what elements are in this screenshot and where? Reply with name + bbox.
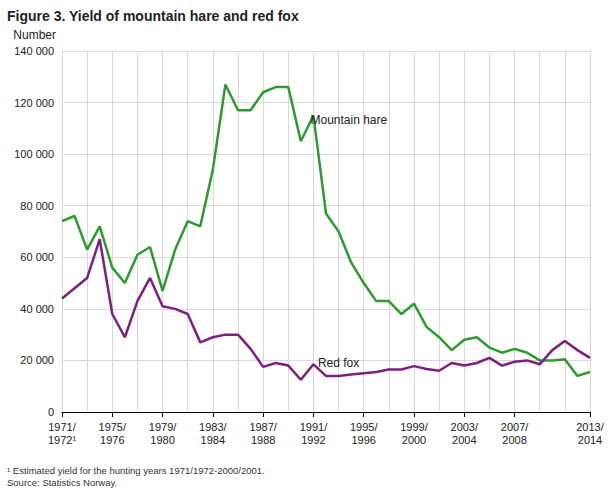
svg-text:1983/: 1983/ bbox=[199, 421, 227, 433]
svg-text:1988: 1988 bbox=[251, 434, 275, 446]
svg-text:1980: 1980 bbox=[150, 434, 174, 446]
svg-text:2014: 2014 bbox=[578, 434, 602, 446]
svg-text:1976: 1976 bbox=[100, 434, 124, 446]
svg-text:80 000: 80 000 bbox=[20, 200, 54, 212]
svg-text:2013/: 2013/ bbox=[576, 421, 604, 433]
svg-text:0: 0 bbox=[48, 406, 54, 418]
svg-text:20 000: 20 000 bbox=[20, 354, 54, 366]
svg-text:Figure 3. Yield of mountain ha: Figure 3. Yield of mountain hare and red… bbox=[7, 8, 299, 24]
svg-text:1987/: 1987/ bbox=[249, 421, 277, 433]
svg-text:2007/: 2007/ bbox=[501, 421, 529, 433]
svg-text:1996: 1996 bbox=[351, 434, 375, 446]
svg-text:1975/: 1975/ bbox=[99, 421, 127, 433]
svg-text:Red fox: Red fox bbox=[318, 356, 359, 370]
svg-text:1995/: 1995/ bbox=[350, 421, 378, 433]
svg-text:Mountain hare: Mountain hare bbox=[310, 113, 387, 127]
svg-text:2003/: 2003/ bbox=[451, 421, 479, 433]
svg-text:2008: 2008 bbox=[502, 434, 526, 446]
svg-text:2004: 2004 bbox=[452, 434, 476, 446]
svg-text:1972¹: 1972¹ bbox=[48, 434, 76, 446]
svg-text:¹ Estimated yield for the hunt: ¹ Estimated yield for the hunting years … bbox=[7, 465, 265, 476]
svg-text:100 000: 100 000 bbox=[14, 148, 54, 160]
svg-text:60 000: 60 000 bbox=[20, 251, 54, 263]
svg-text:1991/: 1991/ bbox=[300, 421, 328, 433]
svg-text:120 000: 120 000 bbox=[14, 97, 54, 109]
svg-text:Source: Statistics Norway.: Source: Statistics Norway. bbox=[7, 477, 117, 488]
svg-text:1984: 1984 bbox=[201, 434, 225, 446]
svg-text:Number: Number bbox=[13, 28, 56, 42]
svg-text:40 000: 40 000 bbox=[20, 303, 54, 315]
svg-text:1971/: 1971/ bbox=[48, 421, 76, 433]
svg-text:1979/: 1979/ bbox=[149, 421, 177, 433]
svg-text:2000: 2000 bbox=[402, 434, 426, 446]
svg-text:1992: 1992 bbox=[301, 434, 325, 446]
svg-text:140 000: 140 000 bbox=[14, 45, 54, 57]
svg-text:1999/: 1999/ bbox=[400, 421, 428, 433]
